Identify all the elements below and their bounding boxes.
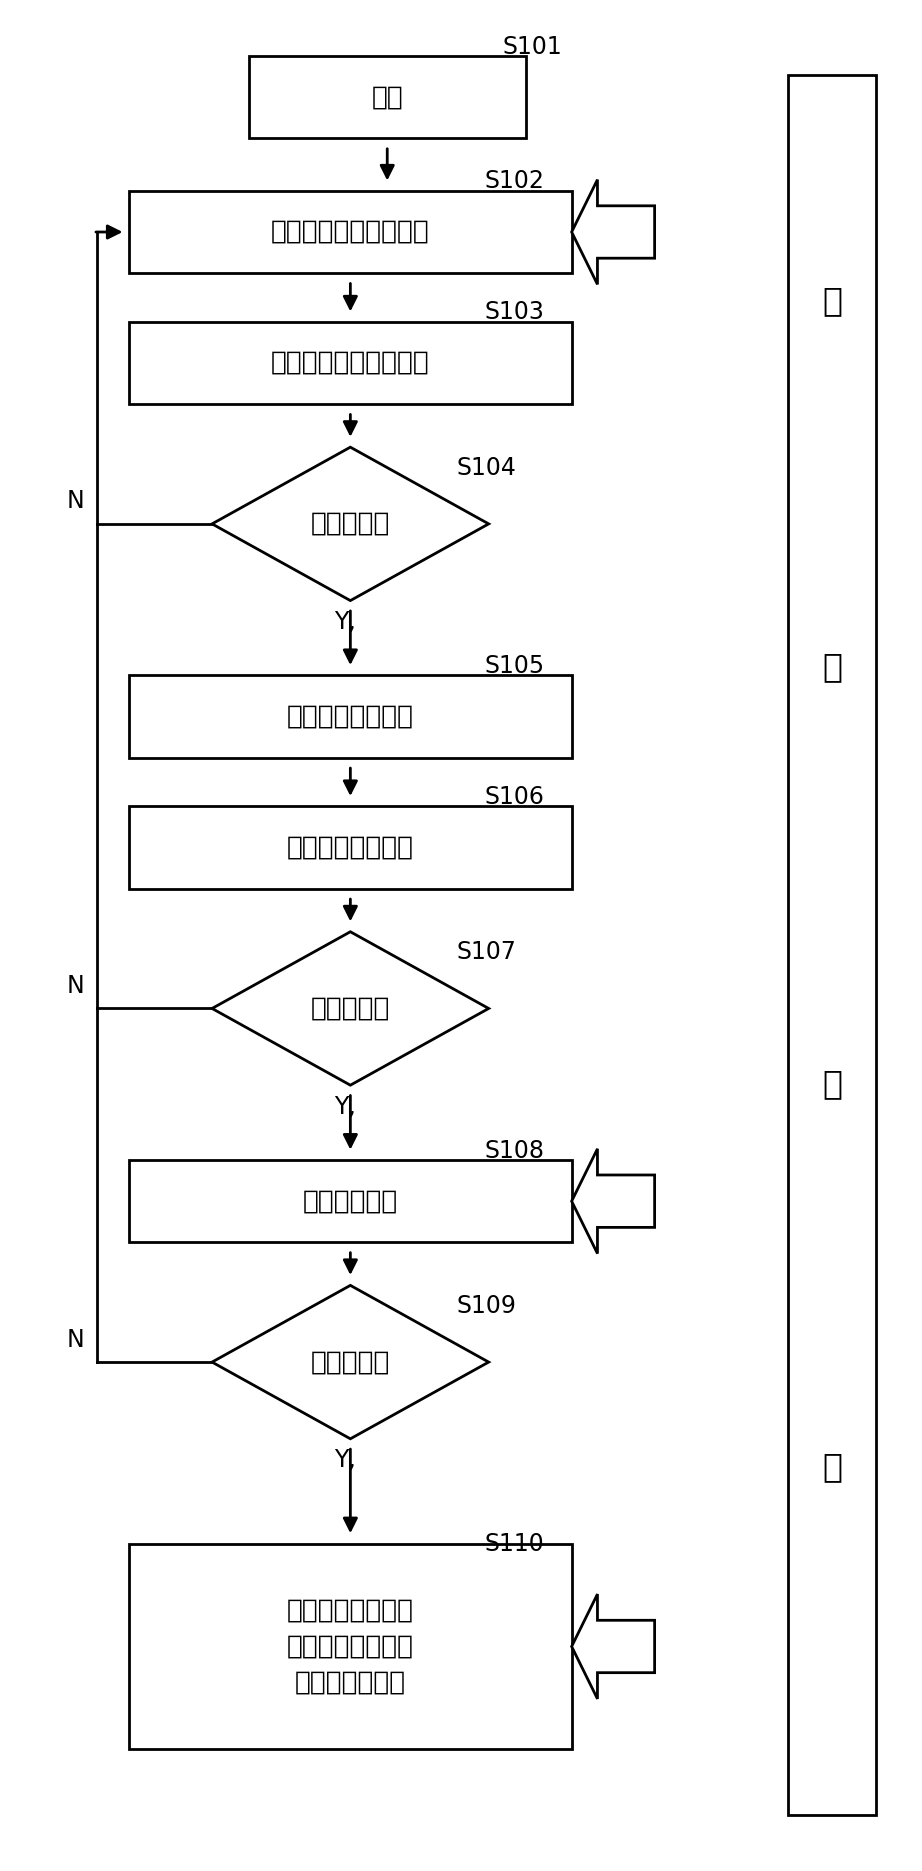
Text: 车辆保持当前车道行驶: 车辆保持当前车道行驶 [271,219,430,245]
FancyBboxPatch shape [129,1160,572,1242]
Text: 超出限值？: 超出限值？ [311,995,390,1022]
Text: N: N [66,1328,84,1351]
Polygon shape [572,1594,655,1699]
Text: S103: S103 [484,301,544,324]
Text: S104: S104 [456,457,516,479]
Text: S101: S101 [502,36,562,58]
Text: S105: S105 [484,655,544,677]
Polygon shape [212,932,489,1085]
Text: 道路事件坐标转换: 道路事件坐标转换 [287,703,414,730]
Text: Y,: Y, [334,610,356,634]
Text: S102: S102 [484,170,544,193]
FancyBboxPatch shape [129,806,572,889]
Text: 道路事件？: 道路事件？ [311,511,390,537]
Text: Y,: Y, [334,1448,356,1472]
Text: 智能交通系统数据解析: 智能交通系统数据解析 [271,350,430,376]
FancyBboxPatch shape [129,1544,572,1749]
Text: S110: S110 [484,1532,544,1555]
FancyBboxPatch shape [249,56,526,138]
Polygon shape [572,180,655,284]
Text: Y,: Y, [334,1095,356,1119]
Text: S108: S108 [484,1139,544,1162]
Text: 知: 知 [822,1450,842,1484]
Text: 环: 环 [822,284,842,318]
FancyBboxPatch shape [788,75,876,1815]
Text: 境: 境 [822,649,842,683]
Text: N: N [66,490,84,513]
Text: 感: 感 [822,1068,842,1100]
Text: 满足条件？: 满足条件？ [311,1349,390,1375]
Text: S109: S109 [456,1295,516,1317]
Polygon shape [212,1285,489,1439]
Polygon shape [212,447,489,601]
FancyBboxPatch shape [129,675,572,758]
Text: S107: S107 [456,941,516,964]
FancyBboxPatch shape [129,322,572,404]
Polygon shape [572,1149,655,1254]
FancyBboxPatch shape [129,191,572,273]
Text: 事件影响因子计算: 事件影响因子计算 [287,834,414,861]
Text: 启动路径重规划并
同时计算车辆期望
行为，完成换道: 启动路径重规划并 同时计算车辆期望 行为，完成换道 [287,1598,414,1695]
Text: 开始: 开始 [372,84,403,110]
Text: 周围环境判断: 周围环境判断 [302,1188,398,1214]
Text: N: N [66,975,84,997]
Text: S106: S106 [484,786,544,808]
